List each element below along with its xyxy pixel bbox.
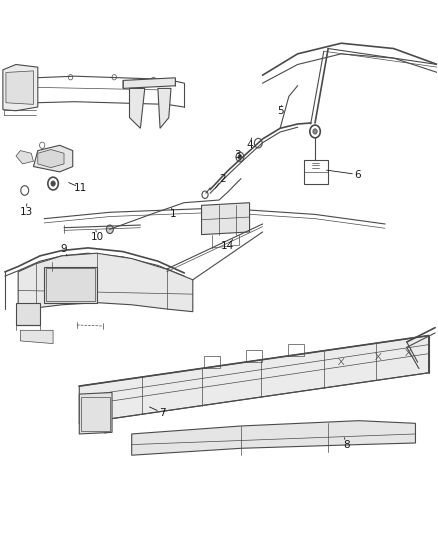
Bar [44,266,97,303]
Polygon shape [130,88,145,128]
Polygon shape [18,253,193,312]
Polygon shape [33,146,73,172]
Polygon shape [132,421,416,455]
Bar [204,356,220,368]
Polygon shape [79,392,112,434]
Circle shape [51,265,53,268]
Text: 13: 13 [19,207,33,217]
Bar [304,160,328,184]
Text: 7: 7 [159,408,166,418]
Polygon shape [38,150,64,167]
Polygon shape [6,71,33,104]
Polygon shape [16,303,40,325]
Polygon shape [79,336,428,423]
Polygon shape [3,64,38,111]
Circle shape [313,129,317,134]
Bar [81,397,110,431]
Text: 10: 10 [91,232,104,243]
Circle shape [106,225,113,233]
Text: 14: 14 [221,241,234,251]
Bar [46,268,95,301]
Bar [246,350,262,362]
Text: 3: 3 [234,150,241,160]
Circle shape [238,155,242,159]
Text: 1: 1 [170,209,177,220]
Text: 5: 5 [277,106,283,116]
Text: 9: 9 [61,245,67,254]
Polygon shape [201,203,250,235]
Polygon shape [158,88,171,128]
Text: 11: 11 [74,183,87,193]
Text: 6: 6 [354,169,361,180]
Text: 4: 4 [246,140,253,150]
Text: 2: 2 [219,174,226,184]
Circle shape [51,181,55,186]
Polygon shape [123,78,175,88]
Bar [288,344,304,356]
Circle shape [4,104,8,110]
Polygon shape [20,330,53,344]
Circle shape [25,313,30,318]
Polygon shape [16,151,33,164]
Text: 8: 8 [343,440,350,450]
